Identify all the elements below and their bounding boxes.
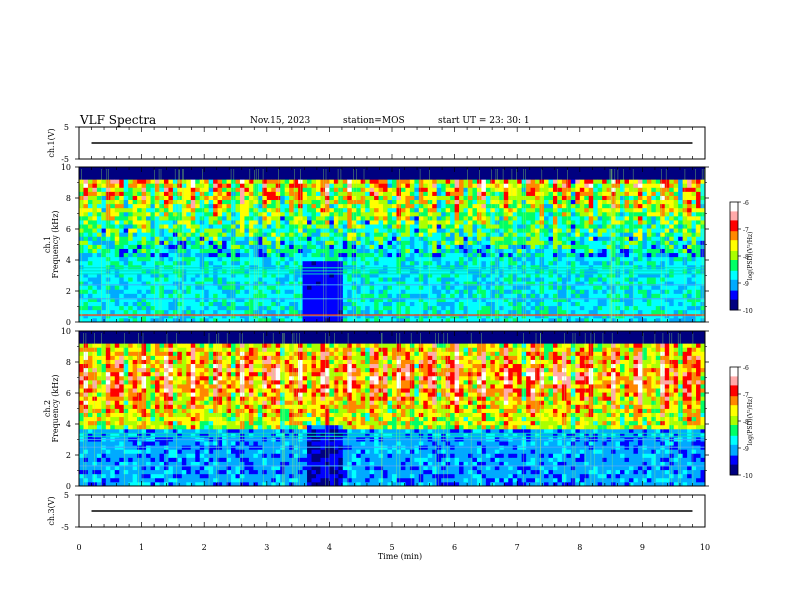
ch3-voltage-panel: 5 -5 ch.3(V) 0 1 2 3 4 5 6 7 8 9 10 Time (min) — [47, 491, 710, 561]
ch1-colorbar-tick-label: -9 — [743, 281, 749, 288]
time-xtick-label: 1 — [139, 543, 144, 552]
ch1-voltage-panel-ytick-label: -5 — [61, 155, 69, 164]
figure-title: VLF Spectra — [80, 113, 157, 127]
time-xtick-label: 8 — [577, 543, 582, 552]
ch1-spectrogram-panel-ytick-label: 10 — [61, 163, 71, 172]
ch1-spectrogram-panel-ytick-label: 4 — [66, 256, 71, 265]
ch1-spectrogram-panel: 0 2 4 6 8 10 ch.1 Frequency (kHz) — [43, 163, 709, 327]
ch2-spectrogram-panel-ytick-label: 0 — [66, 482, 71, 491]
ch2-spectrogram-panel-ytick-label: 8 — [66, 358, 71, 367]
ch2-spectrogram-panel-ytick-label: 4 — [66, 420, 71, 429]
ch2-colorbar-tick-label: -8 — [743, 419, 749, 426]
ch1-voltage-panel-ytick-label: 5 — [64, 123, 69, 132]
ch1-colorbar-label: log(PSD)(V²/Hz) — [747, 232, 754, 281]
time-xtick-label: 7 — [515, 543, 520, 552]
ch2-spectrogram-panel: 0 2 4 6 8 10 ch.2 Frequency (kHz) — [43, 327, 709, 491]
ch2-spectrogram-panel-ytick-label: 10 — [61, 327, 71, 336]
ch1-colorbar-tick-label: -7 — [743, 227, 749, 234]
ch1-spectrogram-panel-ylabel-channel: ch.1 — [43, 236, 52, 253]
ch2-spectrogram-panel-ytick-label: 6 — [66, 389, 71, 398]
ch2-colorbar-tick-label: -7 — [743, 392, 749, 399]
date-label: Nov.15, 2023 — [250, 116, 311, 126]
ch1-colorbar-tick-label: -6 — [743, 200, 749, 207]
time-xtick-label: 9 — [640, 543, 645, 552]
time-xtick-label: 10 — [700, 543, 710, 552]
station-label: station=MOS — [343, 116, 405, 126]
ch3-voltage-panel-ytick-label: 5 — [64, 491, 69, 500]
ch3-voltage-panel-ytick-label: -5 — [61, 523, 69, 532]
ch2-colorbar-tick-label: -10 — [743, 473, 753, 480]
ch2-spectrogram-panel-ytick-label: 2 — [66, 451, 71, 460]
ch2-colorbar-tick-label: -6 — [743, 365, 749, 372]
ch2-colorbar: -6 -7 -8 -9 -10 log(PSD)(V²/Hz) — [729, 365, 754, 480]
ch1-voltage-panel-ylabel: ch.1(V) — [47, 128, 56, 157]
ch1-colorbar-tick-label: -10 — [743, 308, 753, 315]
ch1-spectrogram-panel-ytick-label: 2 — [66, 287, 71, 296]
time-xtick-label: 4 — [327, 543, 332, 552]
ch1-voltage-panel: 5 -5 ch.1(V) — [47, 123, 706, 164]
time-xtick-label: 0 — [76, 543, 81, 552]
ch2-colorbar-label: log(PSD)(V²/Hz) — [747, 397, 754, 446]
time-xtick-label: 2 — [202, 543, 207, 552]
start-time-label: start UT = 23: 30: 1 — [438, 116, 530, 126]
ch2-spectrogram-panel-ylabel-unit: Frequency (kHz) — [51, 374, 60, 442]
time-xtick-label: 6 — [452, 543, 457, 552]
time-xtick-label: 5 — [389, 543, 394, 552]
ch1-spectrogram-panel-ylabel-unit: Frequency (kHz) — [51, 210, 60, 278]
ch2-spectrogram-panel-ylabel-channel: ch.2 — [43, 400, 52, 417]
ch1-colorbar-tick-label: -8 — [743, 254, 749, 261]
ch1-spectrogram-panel-ytick-label: 0 — [66, 318, 71, 327]
ch1-spectrogram-panel-ytick-label: 6 — [66, 225, 71, 234]
ch1-spectrogram-panel-ytick-label: 8 — [66, 194, 71, 203]
ch1-colorbar: -6 -7 -8 -9 -10 log(PSD)(V²/Hz) — [729, 200, 754, 315]
ch2-colorbar-tick-label: -9 — [743, 446, 749, 453]
time-axis-label: Time (min) — [378, 552, 422, 561]
time-xtick-label: 3 — [264, 543, 269, 552]
ch3-voltage-panel-ylabel: ch.3(V) — [47, 496, 56, 525]
